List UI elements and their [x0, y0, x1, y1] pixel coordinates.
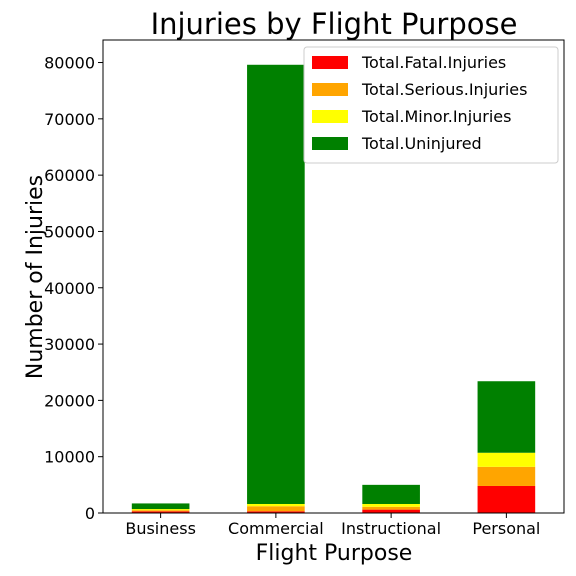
plot-area: Business Commercial Instructional Personal 0…: [44, 54, 540, 538]
y-tick-label: 30000: [44, 335, 95, 354]
legend-box: [303, 46, 559, 164]
bar-business-total-serious-injuries: [131, 510, 190, 512]
x-axis-label: Flight Purpose: [256, 541, 413, 566]
chart-title: Injuries by Flight Purpose: [151, 7, 518, 41]
legend-swatch: [312, 137, 348, 150]
legend-label: Total.Uninjured: [361, 134, 482, 153]
bar-personal-total-minor-injuries: [477, 452, 536, 467]
x-tick-label: Business: [125, 519, 196, 538]
bar-business-total-minor-injuries: [131, 509, 190, 511]
y-tick-label: 40000: [44, 279, 95, 298]
legend: Total.Fatal.Injuries Total.Serious.Injuri…: [303, 46, 559, 164]
legend-swatch: [312, 110, 348, 123]
axes-frame: [102, 39, 565, 514]
bar-commercial-total-fatal-injuries: [247, 511, 305, 513]
bar-business-total-uninjured: [131, 503, 190, 510]
bar-commercial-total-uninjured: [247, 64, 305, 504]
bar-personal-total-fatal-injuries: [477, 485, 536, 513]
legend-swatch: [312, 56, 348, 69]
bar-personal-total-serious-injuries: [477, 466, 536, 486]
bar-commercial-total-minor-injuries: [247, 503, 305, 507]
legend-label: Total.Minor.Injuries: [361, 107, 511, 126]
y-tick-label: 70000: [44, 110, 95, 129]
y-tick-label: 80000: [44, 54, 95, 73]
y-tick-label: 60000: [44, 166, 95, 185]
y-tick-label: 0: [85, 504, 95, 523]
bar-instructional-total-minor-injuries: [362, 503, 420, 507]
x-tick-label: Commercial: [228, 519, 324, 538]
x-tick-label: Instructional: [341, 519, 441, 538]
legend-label: Total.Fatal.Injuries: [361, 53, 506, 72]
bar-instructional-total-uninjured: [362, 484, 420, 504]
bar-business-total-fatal-injuries: [131, 511, 190, 513]
bar-instructional-total-serious-injuries: [362, 506, 420, 510]
legend-label: Total.Serious.Injuries: [361, 80, 527, 99]
bar-commercial-total-serious-injuries: [247, 506, 305, 512]
bar-personal-total-uninjured: [477, 381, 536, 453]
legend-swatch: [312, 83, 348, 96]
y-axis-label: Number of Injuries: [23, 175, 48, 379]
y-tick-label: 10000: [44, 448, 95, 467]
y-tick-label: 20000: [44, 391, 95, 410]
bar-instructional-total-fatal-injuries: [362, 509, 420, 513]
y-tick-label: 50000: [44, 222, 95, 241]
x-tick-label: Personal: [472, 519, 540, 538]
